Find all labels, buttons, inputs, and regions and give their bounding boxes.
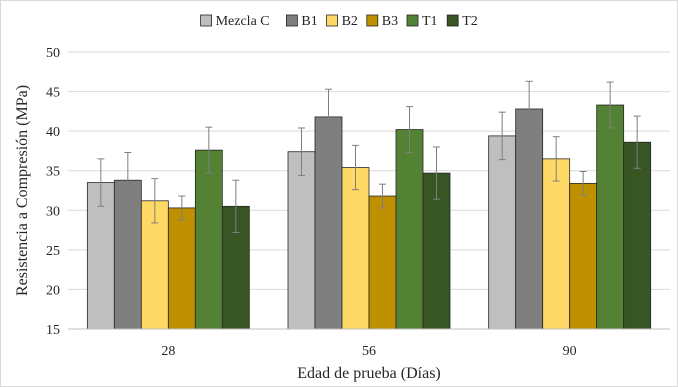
y-tick-label: 50 bbox=[46, 46, 60, 61]
legend-item-b1: B1 bbox=[285, 14, 318, 29]
legend-swatch bbox=[326, 14, 339, 27]
legend-swatch bbox=[446, 14, 459, 27]
bar-t2-90 bbox=[623, 141, 652, 330]
y-tick-label: 35 bbox=[46, 165, 60, 180]
bar-b1-56 bbox=[314, 116, 343, 330]
error-bars bbox=[97, 80, 641, 233]
legend-swatch bbox=[200, 14, 213, 27]
y-tick-label: 20 bbox=[46, 283, 60, 298]
bar-t1-56 bbox=[395, 129, 424, 330]
y-tick-label: 30 bbox=[46, 204, 60, 219]
x-tick-label: 28 bbox=[161, 344, 175, 359]
legend-item-b2: B2 bbox=[326, 14, 358, 29]
legend: Mezcla C B1 B2 B3 T1 T2 bbox=[200, 14, 478, 29]
y-tick-label: 45 bbox=[46, 86, 60, 101]
bar-mezcla-c-90 bbox=[488, 135, 517, 330]
legend-swatch bbox=[366, 14, 379, 27]
x-axis-label: Edad de prueba (Días) bbox=[297, 365, 441, 382]
y-tick-labels: 15 20 25 30 35 40 45 50 bbox=[46, 46, 60, 338]
bar-b3-56 bbox=[368, 195, 397, 330]
legend-item-mezcla-c: Mezcla C bbox=[200, 14, 270, 29]
legend-swatch bbox=[406, 14, 419, 27]
legend-label: B3 bbox=[382, 14, 398, 29]
legend-label: B1 bbox=[301, 14, 317, 29]
x-tick-labels: 28 56 90 bbox=[161, 344, 576, 359]
legend-item-b3: B3 bbox=[366, 14, 398, 29]
legend-item-t2: T2 bbox=[446, 14, 478, 29]
legend-swatch bbox=[285, 14, 298, 27]
bar-t1-90 bbox=[596, 104, 625, 330]
bars bbox=[86, 104, 652, 330]
bar-t1-28 bbox=[194, 149, 223, 330]
bar-b1-90 bbox=[515, 108, 544, 330]
bar-mezcla-c-56 bbox=[287, 151, 316, 330]
y-tick-label: 15 bbox=[46, 323, 60, 338]
legend-label: T1 bbox=[422, 14, 438, 29]
x-tick-label: 90 bbox=[563, 344, 577, 359]
bar-b2-56 bbox=[341, 167, 370, 330]
bar-b3-90 bbox=[569, 182, 598, 330]
legend-label: Mezcla C bbox=[216, 14, 270, 29]
legend-item-t1: T1 bbox=[406, 14, 438, 29]
legend-label: B2 bbox=[342, 14, 358, 29]
y-tick-label: 25 bbox=[46, 244, 60, 259]
y-tick-label: 40 bbox=[46, 125, 60, 140]
legend-label: T2 bbox=[462, 14, 478, 29]
bar-b3-28 bbox=[167, 207, 196, 330]
y-axis-label: Resistencia a Compresión (MPa) bbox=[14, 85, 31, 296]
bar-b2-90 bbox=[542, 158, 571, 330]
x-tick-label: 56 bbox=[362, 344, 376, 359]
